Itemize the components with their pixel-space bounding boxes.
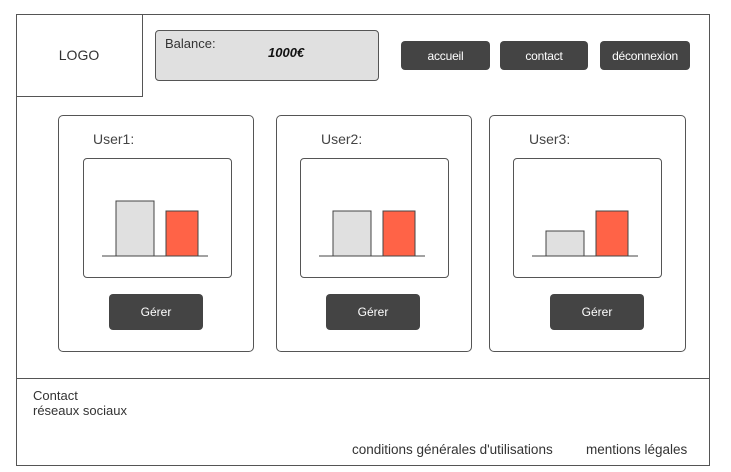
user-chart-1	[83, 158, 232, 278]
nav-contact-button[interactable]: contact	[500, 41, 588, 70]
user-chart-2	[300, 158, 449, 278]
footer-contact-link[interactable]: Contact	[33, 388, 78, 403]
bar-chart-svg	[532, 210, 638, 257]
bar-accent	[165, 210, 199, 257]
manage-button-1[interactable]: Gérer	[109, 294, 203, 330]
manage-button-3[interactable]: Gérer	[550, 294, 644, 330]
manage-button-2[interactable]: Gérer	[326, 294, 420, 330]
bar-primary	[545, 230, 585, 257]
user-label: User1:	[93, 131, 135, 147]
footer-legal-link[interactable]: mentions légales	[586, 442, 688, 457]
bar-accent	[382, 210, 416, 257]
footer: Contact réseaux sociaux conditions génér…	[16, 378, 710, 466]
user-card-1: User1: Gérer	[58, 115, 254, 352]
logo[interactable]: LOGO	[16, 14, 143, 97]
user-card-3: User3: Gérer	[489, 115, 686, 352]
user-label: User3:	[529, 131, 571, 147]
bar-chart-svg	[319, 210, 425, 257]
bar-primary	[115, 200, 155, 257]
user-card-2: User2: Gérer	[276, 115, 472, 352]
nav-logout-button[interactable]: déconnexion	[600, 41, 690, 70]
footer-terms-link[interactable]: conditions générales d'utilisations	[352, 442, 553, 457]
balance-value: 1000€	[268, 45, 305, 60]
balance-label: Balance:	[165, 36, 216, 51]
balance-panel: Balance: 1000€	[155, 30, 379, 81]
bar-primary	[332, 210, 372, 257]
nav-home-button[interactable]: accueil	[401, 41, 490, 70]
footer-social-link[interactable]: réseaux sociaux	[33, 403, 127, 418]
user-label: User2:	[321, 131, 363, 147]
user-chart-3	[513, 158, 662, 278]
bar-chart-svg	[102, 200, 208, 257]
bar-accent	[595, 210, 629, 257]
